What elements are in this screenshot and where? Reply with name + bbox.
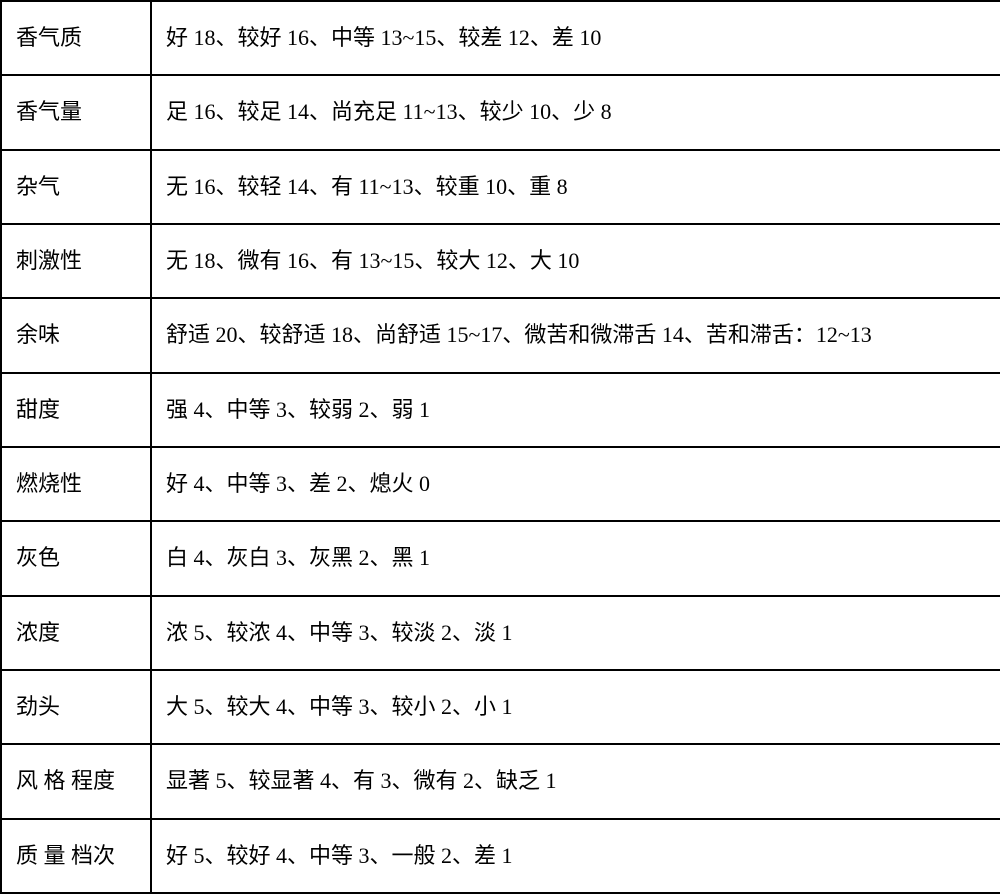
row-label: 香气量 — [1, 75, 151, 149]
row-value: 无 16、较轻 14、有 11~13、较重 10、重 8 — [151, 150, 1000, 224]
row-label: 浓度 — [1, 596, 151, 670]
row-label: 杂气 — [1, 150, 151, 224]
row-label: 燃烧性 — [1, 447, 151, 521]
row-label: 香气质 — [1, 1, 151, 75]
table-row: 余味 舒适 20、较舒适 18、尚舒适 15~17、微苦和微滞舌 14、苦和滞舌… — [1, 298, 1000, 372]
row-value: 浓 5、较浓 4、中等 3、较淡 2、淡 1 — [151, 596, 1000, 670]
table-row: 风 格 程度 显著 5、较显著 4、有 3、微有 2、缺乏 1 — [1, 744, 1000, 818]
table-row: 刺激性 无 18、微有 16、有 13~15、较大 12、大 10 — [1, 224, 1000, 298]
row-label: 灰色 — [1, 521, 151, 595]
table-row: 灰色 白 4、灰白 3、灰黑 2、黑 1 — [1, 521, 1000, 595]
table-row: 香气量 足 16、较足 14、尚充足 11~13、较少 10、少 8 — [1, 75, 1000, 149]
row-label: 风 格 程度 — [1, 744, 151, 818]
row-value: 好 4、中等 3、差 2、熄火 0 — [151, 447, 1000, 521]
row-value: 舒适 20、较舒适 18、尚舒适 15~17、微苦和微滞舌 14、苦和滞舌：12… — [151, 298, 1000, 372]
table-row: 燃烧性 好 4、中等 3、差 2、熄火 0 — [1, 447, 1000, 521]
row-value: 好 18、较好 16、中等 13~15、较差 12、差 10 — [151, 1, 1000, 75]
row-value: 好 5、较好 4、中等 3、一般 2、差 1 — [151, 819, 1000, 893]
table-row: 甜度 强 4、中等 3、较弱 2、弱 1 — [1, 373, 1000, 447]
row-label: 质 量 档次 — [1, 819, 151, 893]
row-value: 强 4、中等 3、较弱 2、弱 1 — [151, 373, 1000, 447]
row-value: 足 16、较足 14、尚充足 11~13、较少 10、少 8 — [151, 75, 1000, 149]
row-label: 余味 — [1, 298, 151, 372]
table-row: 劲头 大 5、较大 4、中等 3、较小 2、小 1 — [1, 670, 1000, 744]
row-label: 刺激性 — [1, 224, 151, 298]
table-row: 质 量 档次 好 5、较好 4、中等 3、一般 2、差 1 — [1, 819, 1000, 893]
row-value: 无 18、微有 16、有 13~15、较大 12、大 10 — [151, 224, 1000, 298]
evaluation-table: 香气质 好 18、较好 16、中等 13~15、较差 12、差 10 香气量 足… — [0, 0, 1000, 894]
table-row: 香气质 好 18、较好 16、中等 13~15、较差 12、差 10 — [1, 1, 1000, 75]
row-label: 甜度 — [1, 373, 151, 447]
row-label: 劲头 — [1, 670, 151, 744]
row-value: 白 4、灰白 3、灰黑 2、黑 1 — [151, 521, 1000, 595]
evaluation-table-container: 香气质 好 18、较好 16、中等 13~15、较差 12、差 10 香气量 足… — [0, 0, 1000, 894]
table-row: 浓度 浓 5、较浓 4、中等 3、较淡 2、淡 1 — [1, 596, 1000, 670]
table-row: 杂气 无 16、较轻 14、有 11~13、较重 10、重 8 — [1, 150, 1000, 224]
row-value: 大 5、较大 4、中等 3、较小 2、小 1 — [151, 670, 1000, 744]
row-value: 显著 5、较显著 4、有 3、微有 2、缺乏 1 — [151, 744, 1000, 818]
